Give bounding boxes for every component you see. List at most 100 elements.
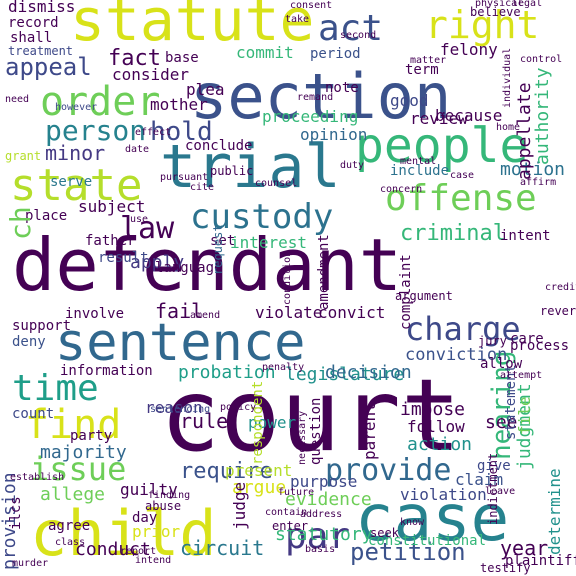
word-cloud-word: majority [40, 442, 127, 463]
word-cloud-word: decision [325, 362, 412, 383]
word-cloud-word: credit [545, 282, 576, 293]
word-cloud-word: care [510, 331, 544, 347]
word-cloud-word: sentencing [150, 404, 210, 415]
word-cloud-word: file [515, 396, 534, 435]
word-cloud-word: petition [350, 538, 466, 566]
word-cloud-word: guilty [120, 480, 178, 499]
word-cloud-word: impose [400, 399, 465, 420]
word-cloud-word: act [318, 8, 383, 49]
word-cloud-word: issue [30, 450, 126, 488]
word-cloud-word: rule [180, 409, 228, 433]
word-cloud-word: future [278, 487, 314, 498]
word-cloud-word: interest [230, 233, 307, 252]
word-cloud-word: intend [135, 555, 171, 566]
word-cloud-word: purpose [290, 472, 357, 491]
word-cloud-word: concern [380, 184, 422, 195]
word-cloud-word: physical [475, 0, 523, 9]
word-cloud-word: shall [10, 30, 52, 46]
word-cloud-word: duty [340, 160, 364, 171]
word-cloud-word: allow [480, 356, 523, 372]
word-cloud-word: find [25, 402, 121, 448]
word-cloud-word: conduct [75, 539, 151, 560]
word-cloud-word: conclude [185, 138, 252, 154]
word-cloud-word: provision [0, 472, 20, 570]
word-cloud-word: day [132, 510, 157, 526]
word-cloud-word: necessary [297, 411, 308, 465]
word-cloud-word: date [125, 144, 149, 155]
word-cloud-word: basis [305, 544, 335, 555]
word-cloud-word: remand [297, 92, 333, 103]
word-cloud-word: base [165, 50, 199, 66]
word-cloud-word: count [12, 406, 54, 422]
word-cloud-word: follow [407, 417, 465, 436]
word-cloud-word: amend [190, 310, 220, 321]
word-cloud-word: information [60, 363, 153, 379]
word-cloud-word: counsel [255, 178, 297, 189]
word-cloud-word: need [5, 94, 29, 105]
word-cloud-word: law [120, 211, 175, 246]
word-cloud-word: person [45, 114, 146, 147]
word-cloud-word: policy [220, 402, 256, 413]
word-cloud-word: control [520, 54, 562, 65]
word-cloud-word: set [210, 233, 235, 249]
word-cloud-word: cite [190, 182, 214, 193]
word-cloud-word: public [210, 164, 253, 178]
word-cloud-word: section [190, 60, 451, 133]
word-cloud-word: include [390, 163, 449, 179]
word-cloud-word: take [285, 14, 309, 25]
word-cloud-word: present [225, 461, 292, 480]
word-cloud-word: legislature [285, 364, 404, 385]
word-cloud-word: party [70, 428, 112, 444]
word-cloud-word: class [55, 537, 85, 548]
word-cloud-word: intent [500, 228, 551, 244]
word-cloud-word: deny [12, 334, 46, 350]
word-cloud-word: amendment [316, 234, 332, 310]
word-cloud-word: jury [478, 334, 507, 348]
word-cloud-word: claim [455, 470, 503, 489]
word-cloud-word: mother [150, 95, 208, 114]
word-cloud-word: condition [282, 251, 293, 305]
word-cloud-word: contain [265, 507, 307, 518]
word-cloud-word: argue [232, 477, 286, 498]
word-cloud-word: however [55, 102, 97, 113]
word-cloud-word: conviction [405, 345, 507, 365]
word-cloud-word: plaintiff [505, 553, 576, 569]
word-cloud-word: father [85, 233, 136, 249]
word-cloud-word: opinion [300, 125, 367, 144]
word-cloud-word: grant [5, 149, 41, 163]
word-cloud-word: defendant [12, 223, 402, 307]
word-cloud-word: address [300, 509, 342, 520]
word-cloud-word: legal [512, 0, 542, 9]
word-cloud-word: attempt [500, 370, 542, 381]
word-cloud-word: finding [148, 490, 190, 501]
word-cloud-word: term [405, 62, 439, 78]
word-cloud-word: circuit [180, 536, 264, 560]
word-cloud-word: evidence [285, 489, 372, 510]
word-cloud-word: mental [400, 156, 436, 167]
word-cloud-word: good [390, 91, 429, 110]
word-cloud-word: statutory [275, 524, 373, 545]
word-cloud-word: case [355, 482, 509, 556]
word-cloud-word: year [500, 536, 548, 560]
word-cloud-word: apply [130, 252, 184, 273]
word-cloud-word: commit [236, 43, 294, 62]
word-cloud-word: felony [440, 40, 498, 59]
word-cloud-word: proceeding [262, 107, 358, 126]
word-cloud-word: support [12, 318, 71, 334]
word-cloud-word: provide [325, 453, 451, 488]
word-cloud-word: parent [360, 402, 379, 460]
word-cloud-word: note [325, 80, 359, 96]
word-cloud-word: charge [405, 310, 521, 348]
word-cloud-word: enter [272, 519, 308, 533]
word-cloud-word: order [40, 79, 160, 125]
word-cloud-word: result [98, 250, 149, 266]
word-cloud-word: people [355, 118, 528, 174]
word-cloud-word: state [10, 160, 142, 211]
word-cloud-word: minor [45, 141, 105, 165]
word-cloud-word: action [407, 434, 472, 455]
word-cloud-word: penalty [262, 362, 304, 373]
word-cloud-word: respondent [250, 381, 266, 465]
word-cloud-word: complaint [398, 254, 414, 330]
word-cloud-word: plea [186, 80, 225, 99]
